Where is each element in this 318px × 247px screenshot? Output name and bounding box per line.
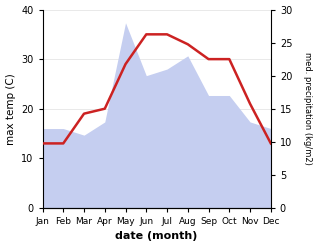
Y-axis label: med. precipitation (kg/m2): med. precipitation (kg/m2) xyxy=(303,52,313,165)
Y-axis label: max temp (C): max temp (C) xyxy=(5,73,16,144)
X-axis label: date (month): date (month) xyxy=(115,231,198,242)
